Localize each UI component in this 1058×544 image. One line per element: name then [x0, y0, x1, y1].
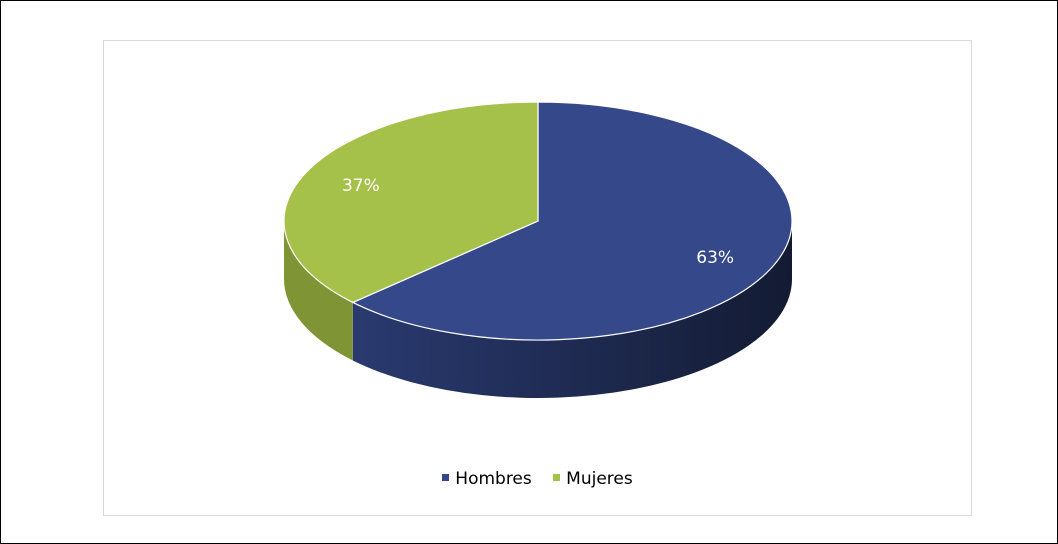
legend-swatch-mujeres: [553, 473, 561, 481]
data-label-mujeres: 37%: [342, 176, 380, 196]
pie-slice-mujeres: [283, 101, 539, 304]
chart-area: 63% 37% Hombres Mujeres: [103, 40, 972, 516]
pie-sides: [284, 221, 792, 399]
pie-labels: 63% 37%: [342, 176, 734, 268]
legend-item-mujeres: Mujeres: [553, 469, 633, 489]
pie-tops: [283, 101, 793, 341]
legend-label-mujeres: Mujeres: [566, 469, 633, 489]
data-label-hombres: 63%: [696, 248, 734, 268]
pie-side-hombres: [352, 221, 792, 399]
legend: Hombres Mujeres: [104, 469, 971, 489]
legend-item-hombres: Hombres: [442, 469, 532, 489]
pie-side-mujeres: [284, 221, 353, 361]
pie-slice-hombres: [351, 101, 793, 341]
legend-swatch-hombres: [442, 473, 450, 481]
legend-label-hombres: Hombres: [455, 469, 532, 489]
pie-chart: 63% 37%: [283, 101, 793, 399]
